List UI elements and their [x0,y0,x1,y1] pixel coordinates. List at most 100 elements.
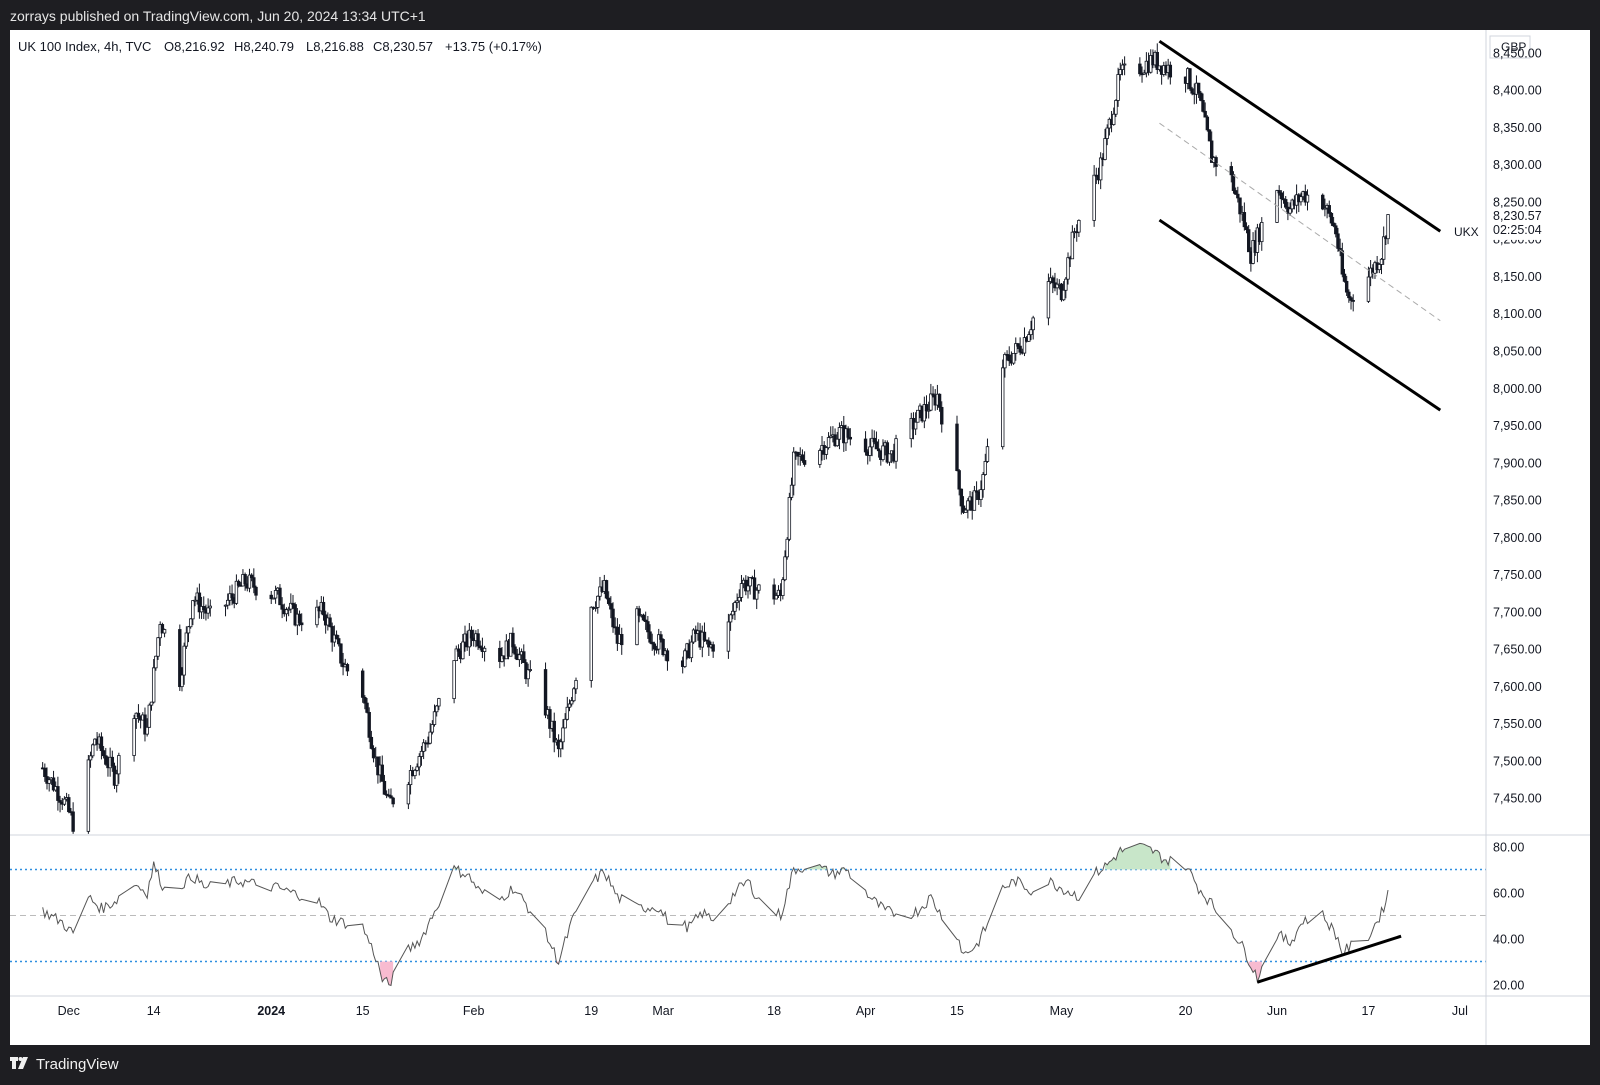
candle-body [1055,283,1059,289]
candle-body [330,626,334,643]
candle-body [757,584,761,591]
candle-body [71,811,75,832]
time-tick-label: Apr [856,1004,875,1018]
candle-body [286,608,291,611]
candle-body [467,629,472,648]
candle-body [955,423,959,472]
candle-body [91,744,95,757]
candle-body [321,601,326,616]
candle-body [269,594,273,600]
candle-body [876,448,881,452]
candle-body [1242,212,1247,228]
candle-body [206,607,210,614]
candle-body [1214,157,1218,167]
chart-canvas[interactable]: 7,450.00 7,500.00 7,550.00 7,600.00 7,650.00… [10,30,1590,1045]
candle-body [162,629,167,634]
candle-body [160,624,165,634]
candle-body [985,446,990,462]
candle-body [689,641,694,659]
candle-body [182,645,186,676]
candle-body [818,450,822,465]
candle-body [1077,219,1081,233]
candle-body [86,759,91,832]
candle-body [1279,192,1284,200]
candle-body [408,770,413,786]
candle-body [929,393,933,411]
candle-body [835,438,839,447]
rsi-tick-label: 20.00 [1493,979,1524,993]
candle-body [180,674,184,688]
candle-body [1066,257,1070,280]
candle-body [415,766,419,771]
candle-body [1118,69,1122,75]
time-tick-label: 20 [1179,1004,1193,1018]
candle-body [752,577,757,600]
rsi-line [42,842,1389,987]
candle-body [528,669,533,671]
rsi-tick-label: 80.00 [1493,841,1524,855]
ticker-tag: UKX [1454,225,1479,239]
candle-body [186,626,191,634]
candle-body [800,454,805,461]
chart-frame[interactable]: 7,450.00 7,500.00 7,550.00 7,600.00 7,650.00… [10,30,1590,1045]
candle-body [796,451,800,457]
candle-body [1007,354,1011,362]
candle-body [1288,208,1292,214]
candle-body [1284,199,1288,208]
candle-body [478,645,482,649]
candle-body [565,706,570,720]
candle-body [1299,196,1303,203]
candle-body [563,718,567,729]
candle-body [389,795,393,799]
candle-body [1051,277,1055,284]
candle-body [271,597,276,600]
candle-body [837,427,842,440]
candle-body [646,621,650,633]
candle-body [43,767,47,777]
candle-body [110,756,115,767]
candle-body [1207,129,1212,142]
candle-body [1011,352,1016,364]
candle-body [604,580,609,599]
candle-body [1001,367,1005,448]
candle-body [156,637,160,657]
price-tick-label: 7,500.00 [1493,754,1542,768]
legend-change: +13.75 (+0.17%) [445,39,542,54]
channel-lower-line [1158,218,1442,412]
candle-body [114,773,119,786]
candle-body [104,755,108,765]
candle-body [659,634,663,640]
candle-body [117,755,121,775]
rsi-tick-label: 40.00 [1493,933,1524,947]
candle-body [863,438,868,453]
candle-body [963,509,968,513]
candle-body [789,484,794,498]
candle-body [101,750,106,757]
price-tick-label: 8,100.00 [1493,307,1542,321]
time-tick-label: Jul [1452,1004,1468,1018]
candle-body [193,599,197,602]
price-tick-label: 8,350.00 [1493,121,1542,135]
candle-body [1190,88,1194,94]
candle-body [1277,190,1281,194]
candle-body [772,584,776,600]
candle-body [254,586,258,596]
candle-body [315,606,319,626]
candle-body [922,404,927,422]
candle-body [1260,221,1264,243]
candle-body [1092,174,1096,221]
candle-body [609,603,613,610]
candle-body [151,667,156,703]
candle-body [197,592,202,613]
candle-body [511,632,515,648]
candle-body [1031,317,1035,331]
candle-body [184,632,189,647]
candle-body [1018,345,1022,353]
candle-body [611,608,615,628]
price-tick-label: 7,850.00 [1493,494,1542,508]
time-tick-label: Feb [463,1004,485,1018]
rsi-oversold-fill [1248,961,1262,982]
legend-symbol: UK 100 Index, 4h, TVC [18,39,151,54]
candle-body [1103,138,1107,160]
candle-body [543,669,548,716]
